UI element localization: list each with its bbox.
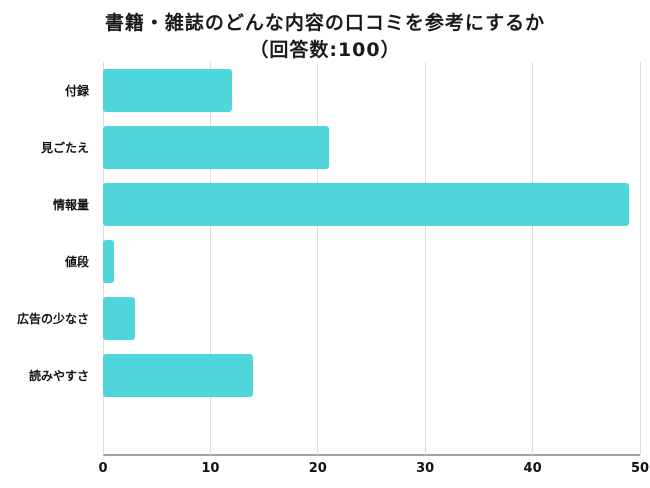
- chart-title-line1: 書籍・雑誌のどんな内容の口コミを参考にするか: [104, 12, 546, 34]
- x-tick-label-30: 30: [416, 461, 435, 476]
- bar-category-0: [103, 69, 232, 112]
- x-tick-label-50: 50: [630, 461, 650, 476]
- category-label-5: 読みやすさ: [28, 369, 89, 383]
- category-label-4: 広告の少なさ: [16, 312, 89, 326]
- x-tick-label-20: 20: [308, 461, 327, 476]
- chart-title: 書籍・雑誌のどんな内容の口コミを参考にするか （回答数:100）: [0, 10, 650, 63]
- bar-category-2: [103, 183, 630, 226]
- bar-category-3: [103, 240, 114, 283]
- category-label-3: 値段: [64, 255, 89, 269]
- y-axis-labels: 付録見ごたえ情報量値段広告の少なさ読みやすさ: [0, 62, 96, 455]
- bar-category-5: [103, 354, 254, 397]
- x-tick-label-10: 10: [201, 461, 220, 476]
- bar-category-1: [103, 126, 329, 169]
- plot-area: [102, 62, 641, 456]
- bar-category-4: [103, 297, 136, 340]
- chart-title-line2: （回答数:100）: [249, 38, 401, 61]
- x-tick-label-0: 0: [98, 461, 108, 476]
- gridline-x-30: [424, 62, 426, 455]
- category-label-0: 付録: [64, 84, 89, 98]
- gridline-x-10: [209, 62, 211, 455]
- category-label-1: 見ごたえ: [40, 141, 89, 155]
- gridline-x-40: [532, 62, 534, 455]
- x-tick-label-40: 40: [523, 461, 542, 476]
- gridline-x-50: [639, 62, 641, 455]
- x-axis-line: [103, 454, 640, 456]
- x-axis-tick-labels: 0 10 20 30 40 50: [98, 461, 649, 481]
- category-label-2: 情報量: [52, 198, 89, 212]
- gridline-x-20: [317, 62, 319, 455]
